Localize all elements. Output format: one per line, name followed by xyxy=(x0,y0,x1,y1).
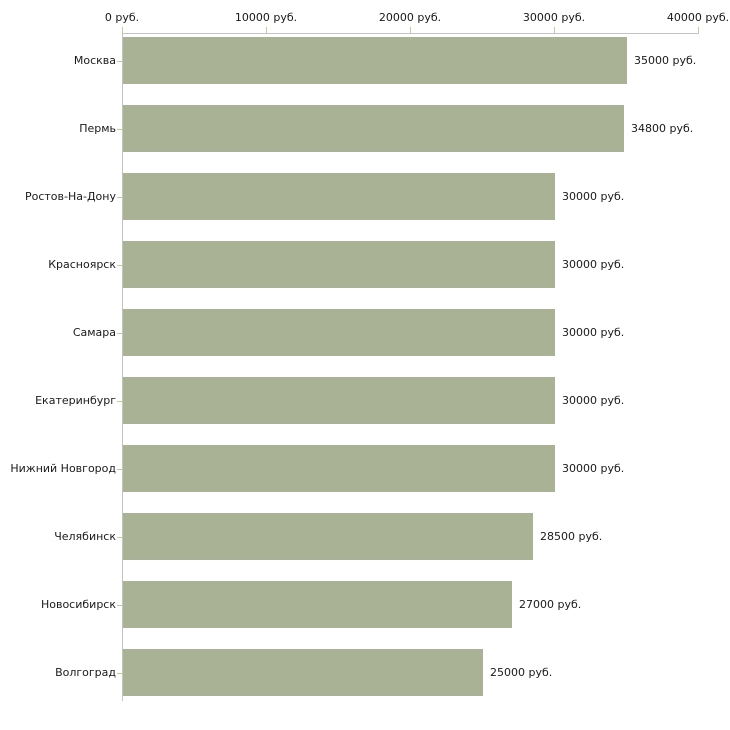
category-label: Пермь xyxy=(79,122,116,135)
x-axis-tick-label: 30000 руб. xyxy=(522,11,586,24)
y-axis-line xyxy=(122,33,123,701)
x-axis-tick-mark xyxy=(554,27,555,33)
x-axis-tick-label: 10000 руб. xyxy=(234,11,298,24)
category-label: Красноярск xyxy=(48,258,116,271)
y-axis-tick-mark xyxy=(117,469,122,470)
x-axis-tick-mark xyxy=(266,27,267,33)
x-axis-tick-label: 0 руб. xyxy=(104,11,140,24)
y-axis-tick-mark xyxy=(117,537,122,538)
bar xyxy=(123,377,555,424)
value-label: 34800 руб. xyxy=(631,122,694,135)
y-axis-tick-mark xyxy=(117,605,122,606)
y-axis-tick-mark xyxy=(117,61,122,62)
y-axis-tick-mark xyxy=(117,197,122,198)
x-axis-tick-mark xyxy=(698,27,699,33)
value-label: 30000 руб. xyxy=(562,394,625,407)
category-label: Екатеринбург xyxy=(35,394,116,407)
y-axis-tick-mark xyxy=(117,673,122,674)
bar xyxy=(123,241,555,288)
bar xyxy=(123,37,627,84)
category-label: Ростов-На-Дону xyxy=(24,190,116,203)
category-label: Челябинск xyxy=(54,530,116,543)
category-label: Самара xyxy=(72,326,116,339)
bar xyxy=(123,581,512,628)
x-axis-tick-mark xyxy=(410,27,411,33)
bar xyxy=(123,105,624,152)
x-axis-tick-label: 20000 руб. xyxy=(378,11,442,24)
value-label: 30000 руб. xyxy=(562,326,625,339)
bar xyxy=(123,649,483,696)
x-axis-tick-label: 40000 руб. xyxy=(666,11,730,24)
y-axis-tick-mark xyxy=(117,333,122,334)
bar xyxy=(123,513,533,560)
value-label: 27000 руб. xyxy=(519,598,582,611)
value-label: 30000 руб. xyxy=(562,462,625,475)
y-axis-tick-mark xyxy=(117,265,122,266)
x-axis-tick-mark xyxy=(122,27,123,33)
bar xyxy=(123,173,555,220)
y-axis-tick-mark xyxy=(117,401,122,402)
x-axis-line xyxy=(122,33,699,34)
category-label: Новосибирск xyxy=(40,598,116,611)
category-label: Волгоград xyxy=(55,666,116,679)
y-axis-tick-mark xyxy=(117,129,122,130)
value-label: 25000 руб. xyxy=(490,666,553,679)
value-label: 30000 руб. xyxy=(562,190,625,203)
category-label: Москва xyxy=(73,54,116,67)
value-label: 35000 руб. xyxy=(634,54,697,67)
bar xyxy=(123,445,555,492)
bar xyxy=(123,309,555,356)
value-label: 30000 руб. xyxy=(562,258,625,271)
category-label: Нижний Новгород xyxy=(10,462,116,475)
value-label: 28500 руб. xyxy=(540,530,603,543)
